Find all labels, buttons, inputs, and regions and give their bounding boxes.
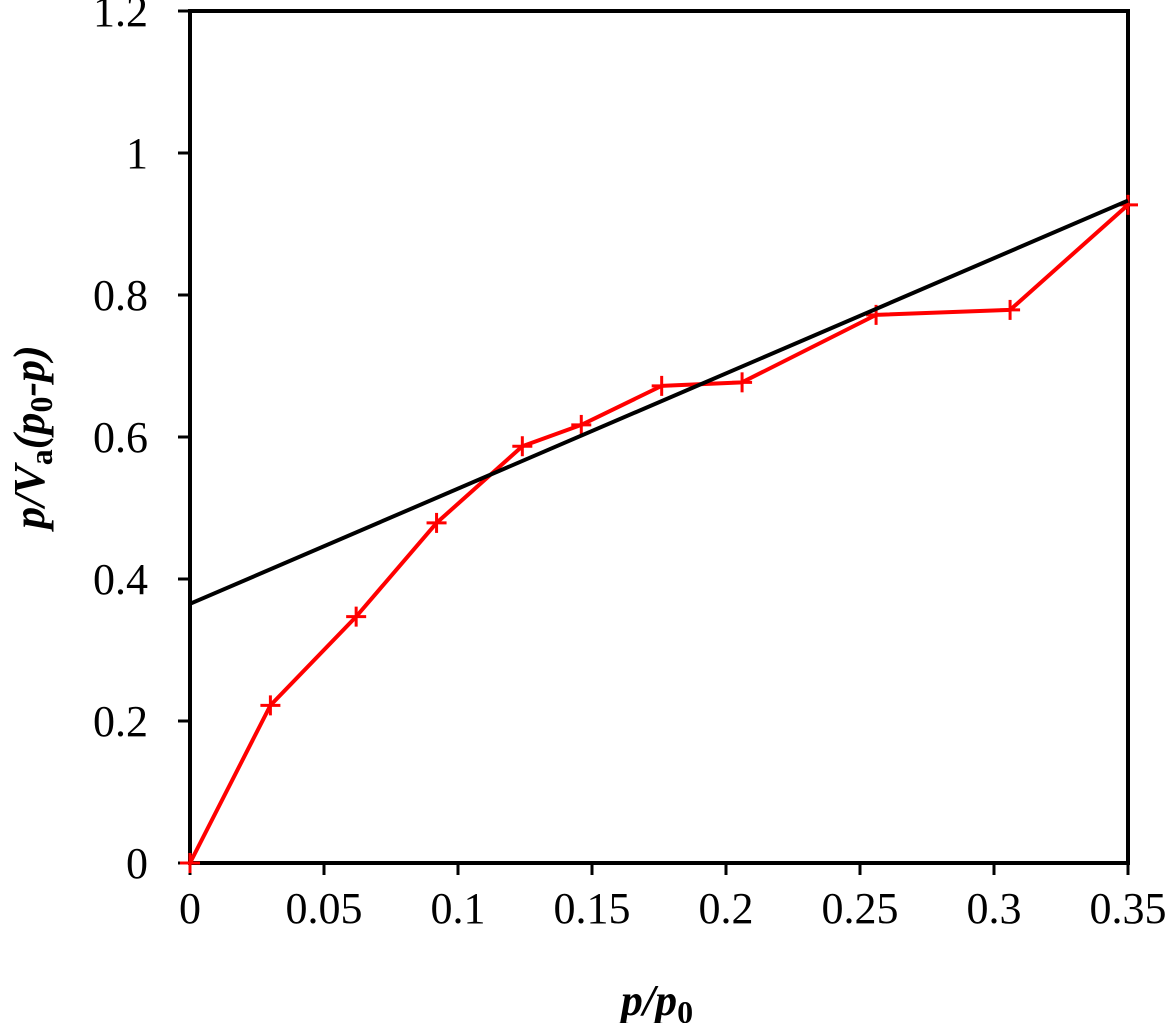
x-axis-title-base: p/p	[617, 976, 677, 1023]
y-axis-title-part: -p)	[5, 345, 54, 396]
x-axis-title-subscript: 0	[677, 994, 693, 1023]
data-point	[1000, 299, 1021, 320]
y-axis-title-subscript: 0	[23, 397, 59, 413]
y-axis-title-part: (p	[5, 413, 54, 450]
y-tick-label: 0.6	[93, 413, 148, 462]
y-tick-label: 0.8	[93, 271, 148, 320]
x-tick-label: 0	[179, 884, 201, 933]
x-tick-label: 0.2	[699, 884, 754, 933]
x-tick-label: 0.1	[431, 884, 486, 933]
x-tick-label: 0.15	[554, 884, 631, 933]
y-axis-title-subscript: a	[23, 449, 59, 465]
data-point	[651, 375, 672, 396]
plot-frame	[188, 9, 1130, 865]
data-point	[512, 436, 533, 457]
data-point	[260, 695, 281, 716]
y-axis-ticks: 0 0.2 0.4 0.6 0.8 1 1.2	[93, 0, 190, 888]
y-tick-label: 0.4	[93, 555, 148, 604]
x-tick-label: 0.05	[286, 884, 363, 933]
data-point	[732, 372, 753, 393]
x-tick-label: 0.25	[822, 884, 899, 933]
y-tick-label: 0.2	[93, 697, 148, 746]
fit-line	[189, 198, 1129, 606]
x-tick-label: 0.3	[967, 884, 1022, 933]
data-point	[571, 414, 592, 435]
x-tick-label: 0.35	[1090, 884, 1167, 933]
y-axis-title-part: p/V	[5, 462, 54, 533]
series-layer	[180, 194, 1138, 873]
data-line	[188, 203, 1130, 864]
data-point	[426, 512, 447, 533]
data-point	[180, 853, 200, 873]
y-axis-title: p/Va(p0-p)	[5, 345, 59, 533]
y-tick-label: 1	[126, 129, 148, 178]
x-axis-ticks: 0 0.05 0.1 0.15 0.2 0.25 0.3 0.35	[179, 863, 1167, 933]
x-axis-title: p/p0	[617, 976, 693, 1023]
y-tick-label: 1.2	[93, 0, 148, 36]
y-tick-label: 0	[126, 839, 148, 888]
data-point	[346, 606, 367, 627]
